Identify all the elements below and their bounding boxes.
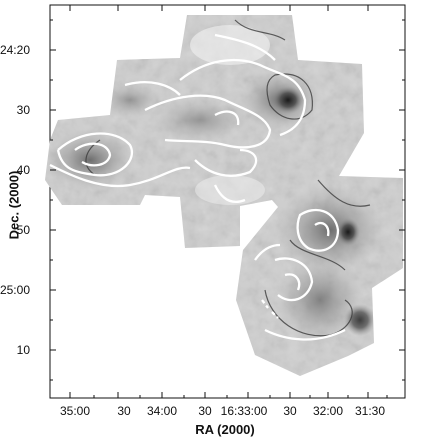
x-tick-label: 16:33:00 — [220, 404, 268, 418]
x-axis-label: RA (2000) — [195, 422, 255, 437]
y-tick-label: 10 — [16, 343, 30, 357]
x-tick-label: 32:00 — [312, 404, 344, 418]
x-tick-label: 31:30 — [354, 404, 386, 418]
x-tick-label: 34:00 — [146, 404, 178, 418]
y-tick-label: 50 — [16, 223, 30, 237]
x-tick-label: 30 — [283, 404, 297, 418]
y-tick-label: −24:20 — [0, 43, 30, 57]
x-tick-label: 30 — [117, 404, 131, 418]
greyscale-map — [45, 15, 403, 376]
y-axis-label: Dec. (2000) — [6, 170, 22, 240]
axis-ticks — [50, 5, 405, 398]
x-tick-label: 30 — [198, 404, 212, 418]
y-tick-label: 40 — [16, 163, 30, 177]
white-contours — [49, 33, 346, 341]
y-tick-label: 30 — [16, 103, 30, 117]
x-tick-label: 35:00 — [59, 404, 91, 418]
y-tick-label: −25:00 — [0, 283, 30, 297]
